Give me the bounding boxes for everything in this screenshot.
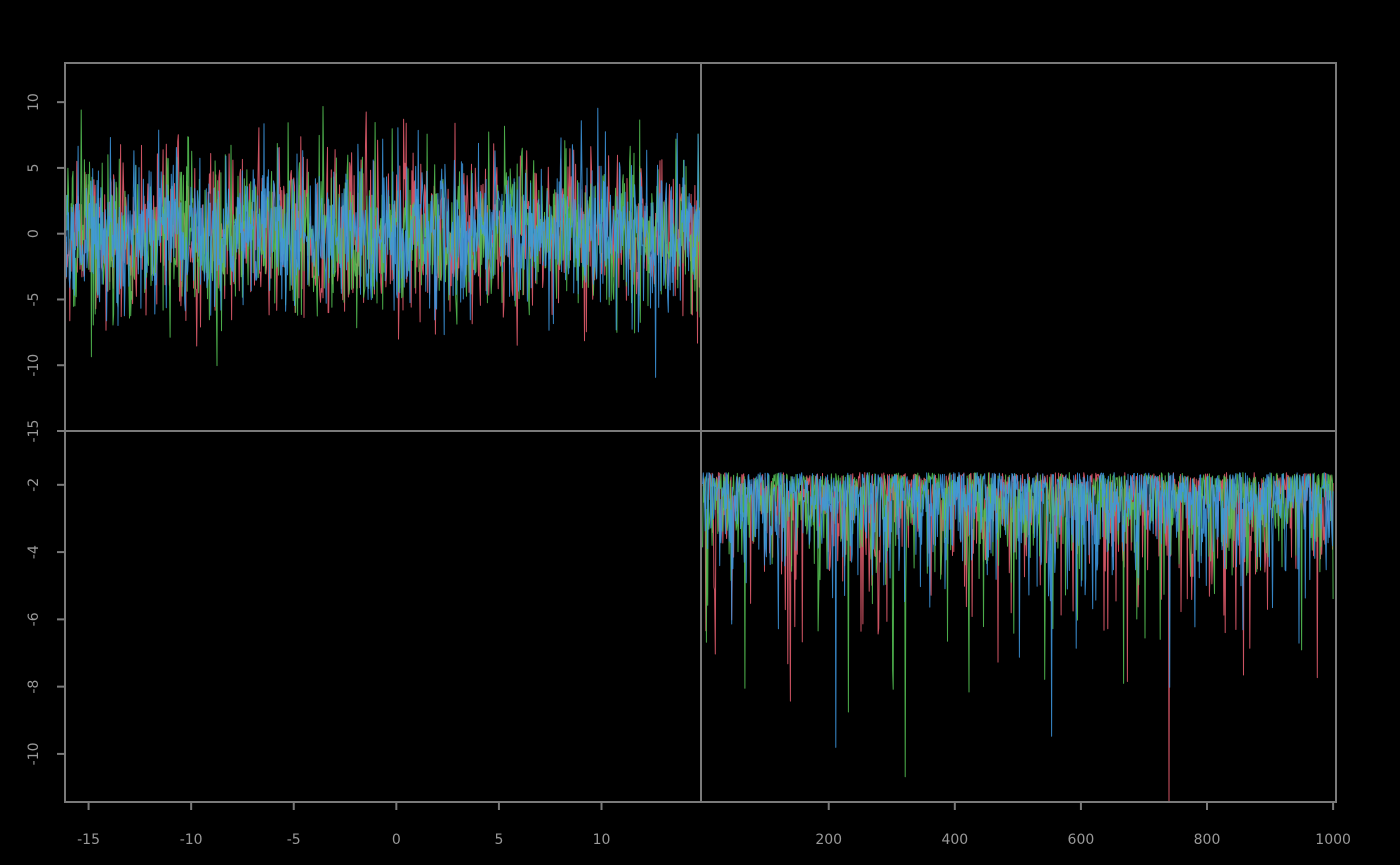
x-tick-label: 5 — [494, 832, 503, 848]
y-tick-label: -8 — [26, 680, 42, 694]
y-tick-label: -6 — [26, 612, 42, 626]
x-tick-label: 1000 — [1315, 832, 1351, 848]
x-tick-label: 600 — [1068, 832, 1095, 848]
bottom-right-trace-blue — [702, 472, 1334, 748]
y-tick-label: -15 — [26, 420, 42, 443]
y-tick-label: -10 — [26, 354, 42, 377]
x-tick-label: 400 — [941, 832, 968, 848]
y-tick-label: 10 — [26, 93, 42, 111]
top-left-trace-blue — [66, 107, 700, 378]
x-tick-label: 10 — [593, 832, 611, 848]
y-tick-label: 0 — [26, 229, 42, 238]
y-tick-label: -10 — [26, 742, 42, 765]
x-tick-label: -10 — [180, 832, 203, 848]
y-tick-label: -2 — [26, 478, 42, 492]
x-tick-label: 200 — [815, 832, 842, 848]
x-tick-label: -15 — [77, 832, 100, 848]
y-tick-label: 5 — [26, 163, 42, 172]
y-tick-label: -5 — [26, 292, 42, 306]
x-tick-label: 800 — [1194, 832, 1221, 848]
x-tick-label: -5 — [287, 832, 301, 848]
y-tick-label: -4 — [26, 545, 42, 559]
x-tick-label: 0 — [392, 832, 401, 848]
